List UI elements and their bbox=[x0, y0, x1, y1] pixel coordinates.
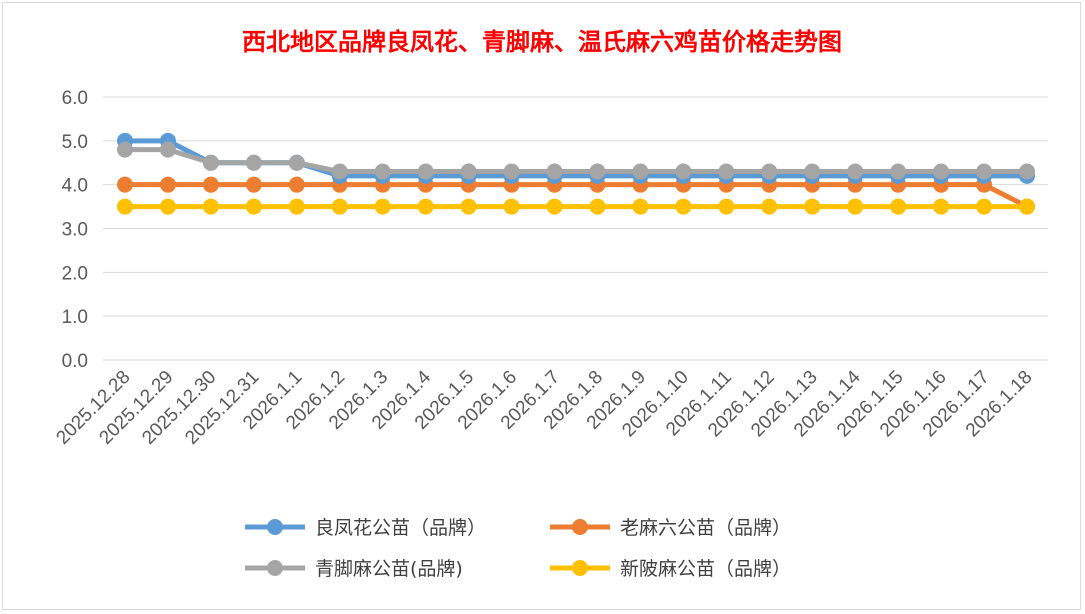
data-point bbox=[288, 154, 305, 171]
data-point bbox=[117, 141, 133, 158]
data-point bbox=[804, 198, 821, 215]
data-point bbox=[159, 141, 176, 158]
legend-label: 良凤花公苗（品牌） bbox=[315, 517, 486, 539]
data-point bbox=[718, 163, 735, 180]
legend-marker bbox=[267, 519, 283, 535]
data-point bbox=[245, 176, 262, 193]
data-point bbox=[761, 163, 778, 180]
legend-marker bbox=[267, 560, 283, 576]
data-point bbox=[374, 163, 391, 180]
data-point bbox=[632, 163, 649, 180]
y-tick-label: 0.0 bbox=[62, 351, 88, 372]
data-point bbox=[1019, 163, 1035, 180]
data-point bbox=[675, 198, 692, 215]
data-point bbox=[976, 163, 993, 180]
data-point bbox=[245, 154, 262, 171]
data-point bbox=[589, 163, 606, 180]
data-point bbox=[117, 198, 133, 215]
data-point bbox=[890, 198, 907, 215]
series-2 bbox=[117, 141, 1035, 180]
series-line bbox=[125, 147, 1027, 175]
data-point bbox=[159, 198, 176, 215]
legend-marker bbox=[572, 560, 588, 576]
data-point bbox=[761, 198, 778, 215]
data-point bbox=[331, 163, 348, 180]
data-point bbox=[933, 163, 950, 180]
legend-label: 老麻六公苗（品牌） bbox=[620, 517, 791, 539]
data-point bbox=[718, 198, 735, 215]
data-point bbox=[159, 176, 176, 193]
y-tick-label: 4.0 bbox=[62, 176, 88, 197]
data-point bbox=[460, 198, 477, 215]
data-point bbox=[288, 198, 305, 215]
legend: 良凤花公苗（品牌） 老麻六公苗（品牌） 青脚麻公苗(品牌) 新陂麻公苗（品牌） bbox=[245, 517, 791, 580]
data-point bbox=[503, 163, 520, 180]
legend-item: 新陂麻公苗（品牌） bbox=[550, 558, 791, 580]
y-tick-label: 2.0 bbox=[62, 263, 88, 284]
legend-marker bbox=[572, 519, 588, 535]
gridlines bbox=[103, 96, 1048, 361]
y-tick-label: 5.0 bbox=[62, 132, 88, 153]
series-lines bbox=[117, 132, 1035, 215]
data-point bbox=[202, 154, 219, 171]
legend-item: 青脚麻公苗(品牌) bbox=[245, 558, 463, 580]
legend-label: 青脚麻公苗(品牌) bbox=[315, 558, 463, 580]
data-point bbox=[804, 163, 821, 180]
data-point bbox=[847, 198, 864, 215]
data-point bbox=[417, 163, 434, 180]
data-point bbox=[546, 198, 563, 215]
data-point bbox=[417, 198, 434, 215]
data-point bbox=[890, 163, 907, 180]
data-point bbox=[632, 198, 649, 215]
data-point bbox=[933, 198, 950, 215]
data-point bbox=[202, 176, 219, 193]
legend-item: 老麻六公苗（品牌） bbox=[550, 517, 791, 539]
series-line bbox=[125, 182, 1029, 209]
data-point bbox=[460, 163, 477, 180]
data-point bbox=[546, 163, 563, 180]
data-point bbox=[976, 198, 993, 215]
y-axis-ticks: 0.0 1.0 2.0 3.0 4.0 5.0 6.0 bbox=[62, 88, 88, 372]
data-point bbox=[1019, 198, 1035, 215]
x-axis-ticks: 2025.12.282025.12.292025.12.302025.12.31… bbox=[52, 366, 1036, 448]
chart-title: 西北地区品牌良凤花、青脚麻、温氏麻六鸡苗价格走势图 bbox=[242, 27, 842, 56]
legend-item: 良凤花公苗（品牌） bbox=[245, 517, 486, 539]
data-point bbox=[288, 176, 305, 193]
legend-label: 新陂麻公苗（品牌） bbox=[620, 558, 791, 580]
data-point bbox=[331, 198, 348, 215]
data-point bbox=[374, 198, 391, 215]
series-3 bbox=[117, 198, 1035, 215]
data-point bbox=[117, 176, 133, 193]
y-tick-label: 1.0 bbox=[62, 307, 88, 328]
data-point bbox=[503, 198, 520, 215]
y-tick-label: 6.0 bbox=[62, 88, 88, 109]
data-point bbox=[202, 198, 219, 215]
y-tick-label: 3.0 bbox=[62, 220, 88, 241]
data-point bbox=[847, 163, 864, 180]
data-point bbox=[589, 198, 606, 215]
data-point bbox=[675, 163, 692, 180]
data-point bbox=[245, 198, 262, 215]
